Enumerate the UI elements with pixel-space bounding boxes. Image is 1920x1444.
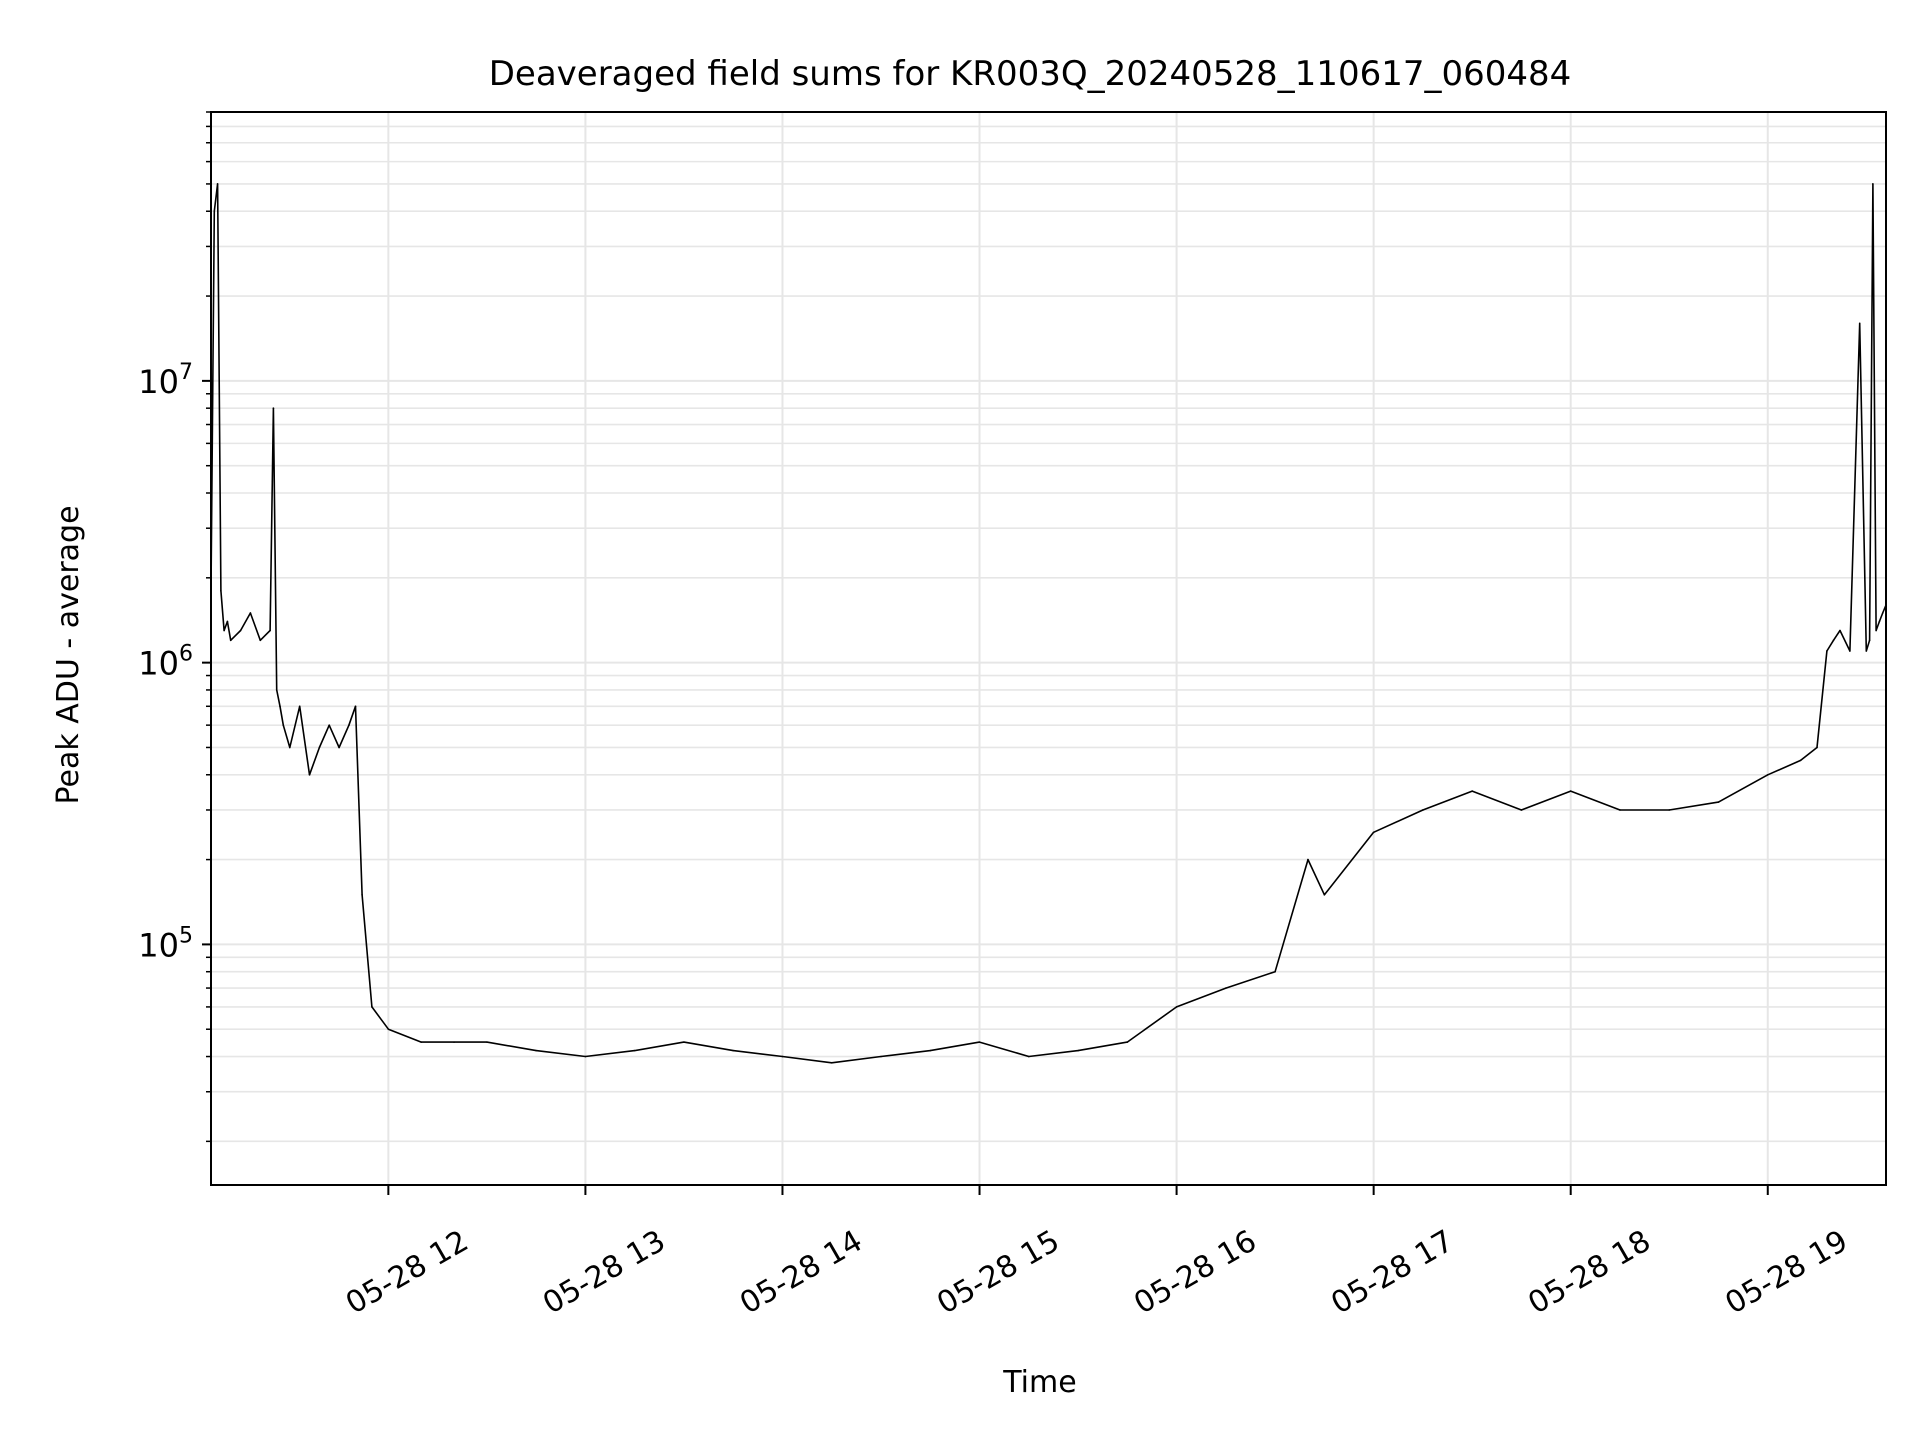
data-point — [584, 1055, 587, 1058]
y-tick-base: 10 — [138, 926, 179, 964]
data-point — [275, 689, 278, 691]
data-point — [1471, 790, 1473, 792]
data-point — [348, 724, 350, 726]
data-point — [1832, 639, 1835, 642]
y-tick-exponent: 6 — [179, 642, 193, 667]
data-point — [249, 612, 252, 614]
data-point — [1668, 809, 1671, 811]
data-point — [535, 1049, 537, 1052]
data-point — [683, 1041, 685, 1043]
data-point — [354, 705, 357, 708]
data-point — [223, 629, 225, 632]
series-layer — [210, 183, 1887, 1064]
data-point — [298, 705, 301, 708]
data-point — [289, 746, 291, 749]
data-point — [1307, 858, 1309, 861]
data-point — [220, 589, 222, 592]
data-point — [1274, 970, 1276, 973]
data-point — [229, 639, 232, 642]
data-point — [1077, 1049, 1079, 1052]
data-point — [1175, 1006, 1178, 1008]
data-point — [1422, 809, 1424, 811]
data-point — [929, 1049, 932, 1052]
data-point — [308, 773, 311, 776]
data-point — [259, 639, 262, 642]
data-point — [1126, 1041, 1129, 1043]
data-point — [781, 1055, 784, 1058]
data-point — [279, 705, 281, 708]
data-point — [1826, 650, 1828, 652]
data-point — [213, 210, 216, 213]
y-axis-label: Peak ADU - average — [51, 505, 86, 804]
data-point — [1323, 893, 1326, 896]
data-point — [387, 1028, 390, 1031]
data-point — [1868, 639, 1871, 642]
data-point — [1225, 987, 1227, 989]
data-point — [1839, 629, 1841, 632]
data-point — [1766, 773, 1769, 776]
data-point — [1372, 831, 1375, 834]
data-point — [732, 1049, 735, 1052]
data-point — [282, 724, 285, 726]
data-point — [1619, 809, 1621, 811]
y-tick-base: 10 — [138, 645, 179, 683]
data-point — [239, 629, 242, 632]
data-point — [420, 1041, 422, 1043]
grid — [211, 111, 1886, 1185]
data-point — [1799, 759, 1802, 762]
data-point — [1816, 746, 1818, 749]
data-point — [1872, 183, 1874, 185]
data-point — [830, 1062, 833, 1064]
data-point — [1858, 322, 1861, 325]
data-point — [486, 1041, 488, 1043]
y-tick-exponent: 7 — [179, 360, 193, 385]
data-point — [272, 407, 275, 409]
data-point — [371, 1006, 373, 1008]
data-point — [880, 1055, 882, 1058]
axes — [210, 111, 1887, 1186]
data-point — [978, 1041, 981, 1043]
data-point — [1878, 620, 1881, 623]
data-point — [226, 620, 229, 623]
data-point — [1865, 650, 1868, 652]
y-tick-base: 10 — [138, 363, 179, 401]
data-point — [338, 746, 340, 749]
x-axis-label: Time — [1002, 1365, 1076, 1400]
data-point — [1717, 801, 1720, 803]
y-tick-label: 105 — [138, 923, 193, 964]
y-tick-label: 107 — [138, 360, 193, 401]
data-point — [633, 1049, 636, 1052]
data-point — [1881, 612, 1884, 614]
data-point — [361, 893, 363, 896]
y-tick-label: 106 — [138, 642, 193, 683]
data-point — [1027, 1055, 1030, 1058]
data-point — [1569, 790, 1572, 792]
plot-frame — [210, 111, 1887, 1186]
y-tick-exponent: 5 — [179, 923, 193, 948]
series-line-0 — [210, 183, 1887, 1064]
data-point — [453, 1041, 455, 1043]
data-point — [216, 183, 219, 185]
chart-title: Deaveraged field sums for KR003Q_2024052… — [489, 54, 1572, 94]
data-point — [1520, 809, 1523, 811]
data-point — [318, 746, 321, 749]
data-point — [269, 629, 271, 632]
data-point — [1875, 629, 1877, 632]
data-point — [1849, 650, 1851, 652]
data-point — [328, 724, 331, 726]
